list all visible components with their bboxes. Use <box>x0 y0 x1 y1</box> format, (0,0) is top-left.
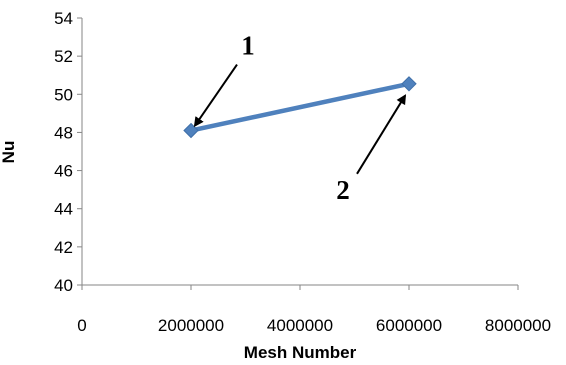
y-tick-label: 54 <box>54 9 73 28</box>
y-tick-label: 48 <box>54 123 73 142</box>
x-tick-label: 0 <box>77 316 86 335</box>
annotation-label: 1 <box>241 31 255 61</box>
y-tick-label: 46 <box>54 162 73 181</box>
y-axis-ticks: 40 42 44 46 48 50 52 54 <box>54 9 82 295</box>
x-tick-label: 2000000 <box>158 316 224 335</box>
annotation-arrow <box>193 63 238 128</box>
annotation-label: 2 <box>336 175 350 205</box>
x-tick-label: 4000000 <box>267 316 333 335</box>
x-tick-label: 8000000 <box>485 316 551 335</box>
x-axis-ticks: 0 2000000 4000000 6000000 8000000 <box>77 285 551 335</box>
y-tick-label: 40 <box>54 276 73 295</box>
y-tick-label: 52 <box>54 47 73 66</box>
annotation-arrow <box>356 94 407 175</box>
x-axis-title: Mesh Number <box>244 343 357 362</box>
x-tick-label: 6000000 <box>376 316 442 335</box>
annotations-group: 12 <box>193 31 407 205</box>
y-tick-label: 44 <box>54 200 73 219</box>
y-axis-title: Nu <box>0 141 18 164</box>
y-tick-label: 50 <box>54 85 73 104</box>
y-tick-label: 42 <box>54 238 73 257</box>
series-line <box>190 81 410 133</box>
data-point-marker <box>401 76 417 92</box>
series-group <box>183 76 417 139</box>
